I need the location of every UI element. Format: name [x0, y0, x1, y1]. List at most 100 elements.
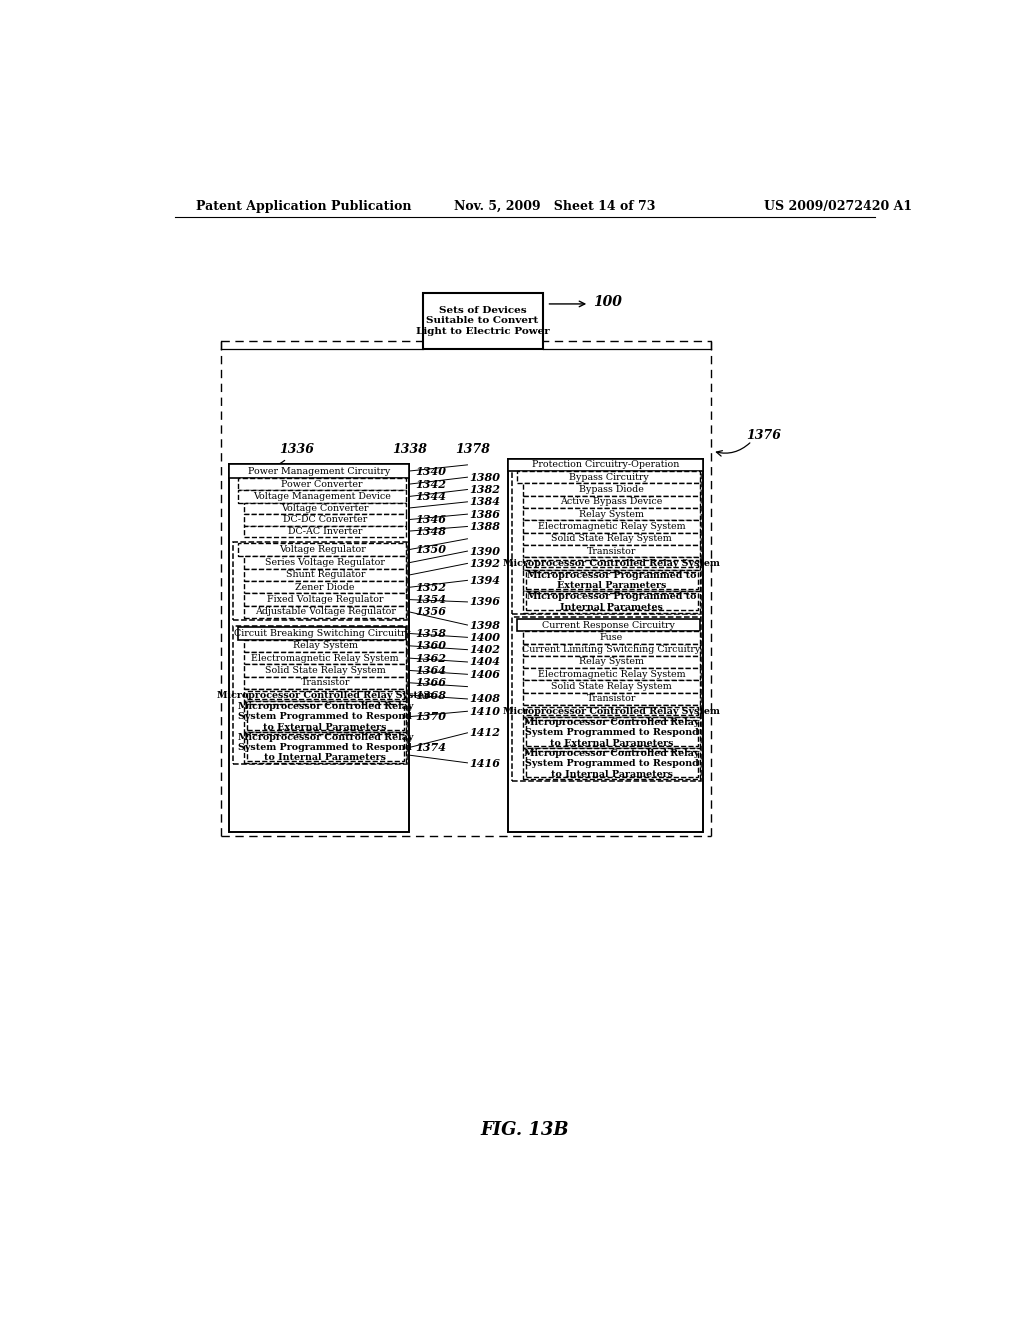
Text: 1350: 1350	[416, 544, 446, 556]
Bar	[245, 581, 407, 594]
Bar	[523, 495, 700, 508]
Bar	[238, 490, 407, 503]
Bar	[525, 560, 697, 568]
Bar	[525, 572, 697, 589]
Bar	[245, 594, 407, 606]
Text: 1340: 1340	[416, 466, 446, 477]
Text: Microprocessor Controlled Relay
System Programmed to Respond
to Internal Paramet: Microprocessor Controlled Relay System P…	[524, 748, 699, 779]
Text: 1344: 1344	[416, 491, 446, 502]
Text: DC-DC Converter: DC-DC Converter	[283, 515, 368, 524]
Bar	[245, 515, 407, 525]
Text: DC-AC Inverter: DC-AC Inverter	[288, 527, 362, 536]
Text: Active Bypass Device: Active Bypass Device	[560, 498, 663, 507]
Bar	[247, 692, 403, 700]
Bar	[523, 656, 700, 668]
Text: Relay System: Relay System	[580, 657, 644, 667]
Bar	[523, 591, 700, 612]
Text: 1380: 1380	[469, 471, 500, 483]
Text: Patent Application Publication: Patent Application Publication	[197, 199, 412, 213]
Bar	[228, 465, 410, 478]
Text: 1376: 1376	[746, 429, 781, 442]
Bar	[245, 733, 407, 763]
Text: Electromagnetic Relay System: Electromagnetic Relay System	[538, 521, 685, 531]
Text: Shunt Regulator: Shunt Regulator	[286, 570, 365, 579]
Text: 1352: 1352	[416, 582, 446, 593]
Bar	[523, 631, 700, 644]
Text: Fixed Voltage Regulator: Fixed Voltage Regulator	[267, 595, 383, 605]
Text: Transistor: Transistor	[587, 694, 636, 704]
Bar	[245, 525, 407, 537]
Bar	[512, 618, 700, 780]
Bar	[525, 594, 697, 610]
Bar	[523, 532, 700, 545]
Bar	[523, 718, 700, 748]
Text: 1412: 1412	[469, 727, 500, 738]
Text: Relay System: Relay System	[293, 642, 357, 651]
Text: 1392: 1392	[469, 558, 500, 569]
Text: US 2009/0272420 A1: US 2009/0272420 A1	[764, 199, 911, 213]
Bar	[523, 520, 700, 533]
Bar	[523, 508, 700, 520]
Bar	[245, 664, 407, 677]
Text: Bypass Diode: Bypass Diode	[580, 484, 644, 494]
Text: Zener Diode: Zener Diode	[296, 583, 355, 591]
Text: 1356: 1356	[416, 606, 446, 618]
Bar	[523, 693, 700, 705]
Bar	[238, 627, 407, 640]
Text: 1362: 1362	[416, 652, 446, 664]
Text: 1408: 1408	[469, 693, 500, 705]
Text: Transistor: Transistor	[301, 678, 350, 688]
Text: Microprocessor Controlled Relay System: Microprocessor Controlled Relay System	[217, 690, 434, 700]
Text: Power Converter: Power Converter	[282, 479, 362, 488]
Text: 1382: 1382	[469, 484, 500, 495]
Text: 1390: 1390	[469, 545, 500, 557]
Text: 1370: 1370	[416, 711, 446, 722]
Bar	[508, 459, 703, 832]
Text: 1386: 1386	[469, 508, 500, 520]
Bar	[517, 619, 700, 631]
Bar	[247, 734, 403, 760]
Text: Fuse: Fuse	[600, 632, 624, 642]
Text: 100: 100	[593, 294, 622, 309]
Bar	[523, 748, 700, 779]
Text: Sets of Devices
Suitable to Convert
Light to Electric Power: Sets of Devices Suitable to Convert Ligh…	[416, 306, 550, 335]
Text: Protection Circuitry-Operation: Protection Circuitry-Operation	[531, 461, 679, 470]
Bar	[523, 681, 700, 693]
Bar	[525, 751, 697, 776]
Text: Microprocessor Controlled Relay System: Microprocessor Controlled Relay System	[503, 558, 720, 568]
Text: Voltage Management Device: Voltage Management Device	[253, 492, 391, 500]
Text: Bypass Circuitry: Bypass Circuitry	[568, 473, 648, 482]
Text: 1384: 1384	[469, 496, 500, 507]
Text: 1406: 1406	[469, 669, 500, 680]
Text: Microprocessor Controlled Relay
System Programmed to Respond
to Internal Paramet: Microprocessor Controlled Relay System P…	[238, 733, 413, 763]
Text: 1346: 1346	[416, 515, 446, 525]
Text: 1394: 1394	[469, 576, 500, 586]
Text: 1348: 1348	[416, 525, 446, 537]
Text: 1378: 1378	[456, 444, 490, 455]
Bar	[508, 459, 703, 471]
Text: 1338: 1338	[392, 444, 427, 455]
Text: Relay System: Relay System	[580, 510, 644, 519]
Bar	[245, 689, 407, 701]
Bar	[245, 569, 407, 581]
Bar	[523, 644, 700, 656]
Text: 1388: 1388	[469, 521, 500, 532]
Bar	[245, 652, 407, 664]
Text: Solid State Relay System: Solid State Relay System	[265, 667, 386, 675]
Text: Circuit Breaking Switching Circuitry: Circuit Breaking Switching Circuitry	[233, 630, 411, 638]
Text: FIG. 13B: FIG. 13B	[480, 1121, 569, 1139]
Bar	[523, 545, 700, 557]
Bar	[245, 677, 407, 689]
Text: 1354: 1354	[416, 594, 446, 605]
Bar	[523, 668, 700, 681]
Text: 1366: 1366	[416, 677, 446, 688]
Bar	[523, 557, 700, 570]
Text: Power Management Circuitry: Power Management Circuitry	[248, 466, 390, 475]
Text: 1374: 1374	[416, 742, 446, 752]
Text: Microprocessor Programmed to
Internal Parametes: Microprocessor Programmed to Internal Pa…	[527, 593, 696, 611]
Text: 1398: 1398	[469, 619, 500, 631]
Text: Voltage Regulator: Voltage Regulator	[279, 545, 366, 554]
Text: Transistor: Transistor	[587, 546, 636, 556]
Text: 1396: 1396	[469, 597, 500, 607]
Text: 1342: 1342	[416, 479, 446, 490]
